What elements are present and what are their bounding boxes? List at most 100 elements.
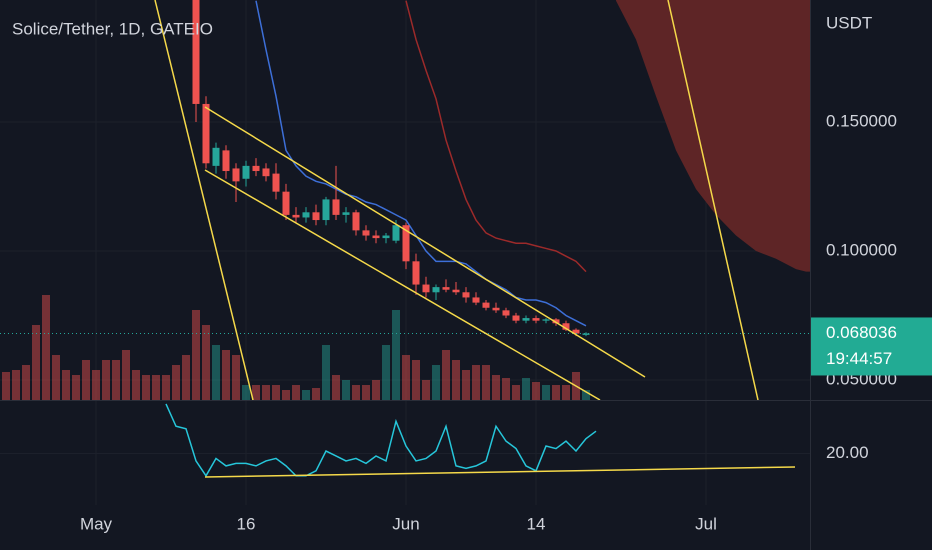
candle-body [492, 307, 500, 311]
volume-bar [492, 375, 500, 400]
volume-bar [92, 370, 100, 400]
cloud [616, 0, 810, 272]
volume-bar [252, 385, 260, 400]
candle-body [222, 150, 230, 172]
rsi-support [204, 466, 796, 478]
x-tick-label: 14 [527, 514, 546, 533]
volume-bar [212, 345, 220, 400]
price-pane [0, 0, 810, 400]
candle-body [292, 214, 300, 218]
candle-body [562, 323, 570, 330]
trend-line [667, 0, 759, 400]
volume-bar [262, 385, 270, 400]
candle-body [442, 287, 450, 290]
volume-bar [232, 355, 240, 400]
candle-body [522, 318, 530, 321]
candle-body [402, 225, 410, 262]
candle-body [382, 235, 390, 239]
candle-body [542, 319, 550, 321]
y-tick-label: 0.150000 [826, 111, 897, 130]
x-tick-label: May [80, 514, 113, 533]
volume-bar [472, 365, 480, 400]
volume-bar [72, 375, 80, 400]
candle-body [252, 165, 260, 172]
volume-bar [302, 390, 310, 400]
candle-body [312, 212, 320, 221]
candle-body [582, 333, 590, 335]
volume-bar [132, 370, 140, 400]
volume-bar [102, 360, 110, 400]
volume-bar [142, 375, 150, 400]
candle-body [342, 212, 350, 215]
candle-body [482, 302, 490, 308]
volume-bar [422, 380, 430, 400]
volume-bar [432, 365, 440, 400]
volume-bar [382, 345, 390, 400]
volume-bar [552, 385, 560, 400]
last-price-label: 0.068036 [826, 323, 897, 342]
volume-bar [52, 355, 60, 400]
volume-bar [502, 378, 510, 400]
candle-body [212, 147, 220, 166]
candle-body [352, 212, 360, 231]
candle-body [512, 315, 520, 321]
channel-top [204, 106, 646, 378]
volume-bar [462, 370, 470, 400]
volume-bar [62, 370, 70, 400]
volume-bar [222, 350, 230, 400]
volume-bar [402, 355, 410, 400]
candle-body [392, 225, 400, 241]
volume-bar [152, 375, 160, 400]
moving-average [255, 0, 587, 327]
volume-bar [112, 360, 120, 400]
volume-bar [442, 350, 450, 400]
volume-bar [452, 360, 460, 400]
candle-body [282, 191, 290, 215]
candle-body [552, 319, 560, 324]
volume-bar [1, 372, 10, 400]
volume-bar [362, 385, 370, 400]
volume-bar [512, 385, 520, 400]
volume-bar [162, 375, 170, 400]
candle-body [572, 329, 580, 334]
candle-body [302, 212, 310, 218]
chart-title: Solice/Tether, 1D, GATEIO [12, 19, 213, 38]
candle-body [502, 310, 510, 316]
moving-average [405, 0, 587, 273]
candle-body [192, 0, 200, 104]
volume-bar [192, 310, 200, 400]
volume-bar [562, 385, 570, 400]
trend-line [154, 0, 254, 400]
drawings [154, 0, 759, 400]
candle-body [242, 165, 250, 179]
candle-body [472, 297, 480, 303]
candle-body [372, 235, 380, 239]
volume-bar [202, 325, 210, 400]
rsi-pane [165, 403, 597, 478]
volume-bar [532, 382, 540, 400]
volume-bar [522, 378, 530, 400]
rsi-tick-label: 20.00 [826, 443, 869, 462]
volume-bar [292, 385, 300, 400]
candle-body [432, 287, 440, 293]
volume-bar [412, 360, 420, 400]
volume-bar [172, 365, 180, 400]
x-tick-label: Jul [695, 514, 717, 533]
channel-bottom [204, 169, 601, 400]
x-tick-label: 16 [237, 514, 256, 533]
volume-bar [312, 388, 320, 400]
volume-bar [12, 370, 20, 400]
volume-bar [482, 365, 490, 400]
volume-bar [332, 375, 340, 400]
volume-bar [272, 385, 280, 400]
volume-bar [372, 380, 380, 400]
candle-body [462, 292, 470, 298]
volume-bar [282, 390, 290, 400]
candle-body [232, 168, 240, 182]
candle-body [532, 318, 540, 321]
volume-bar [322, 345, 330, 400]
volume-bar [22, 365, 30, 400]
candle-body [422, 284, 430, 293]
candle-body [412, 261, 420, 285]
volume-bar [182, 355, 190, 400]
